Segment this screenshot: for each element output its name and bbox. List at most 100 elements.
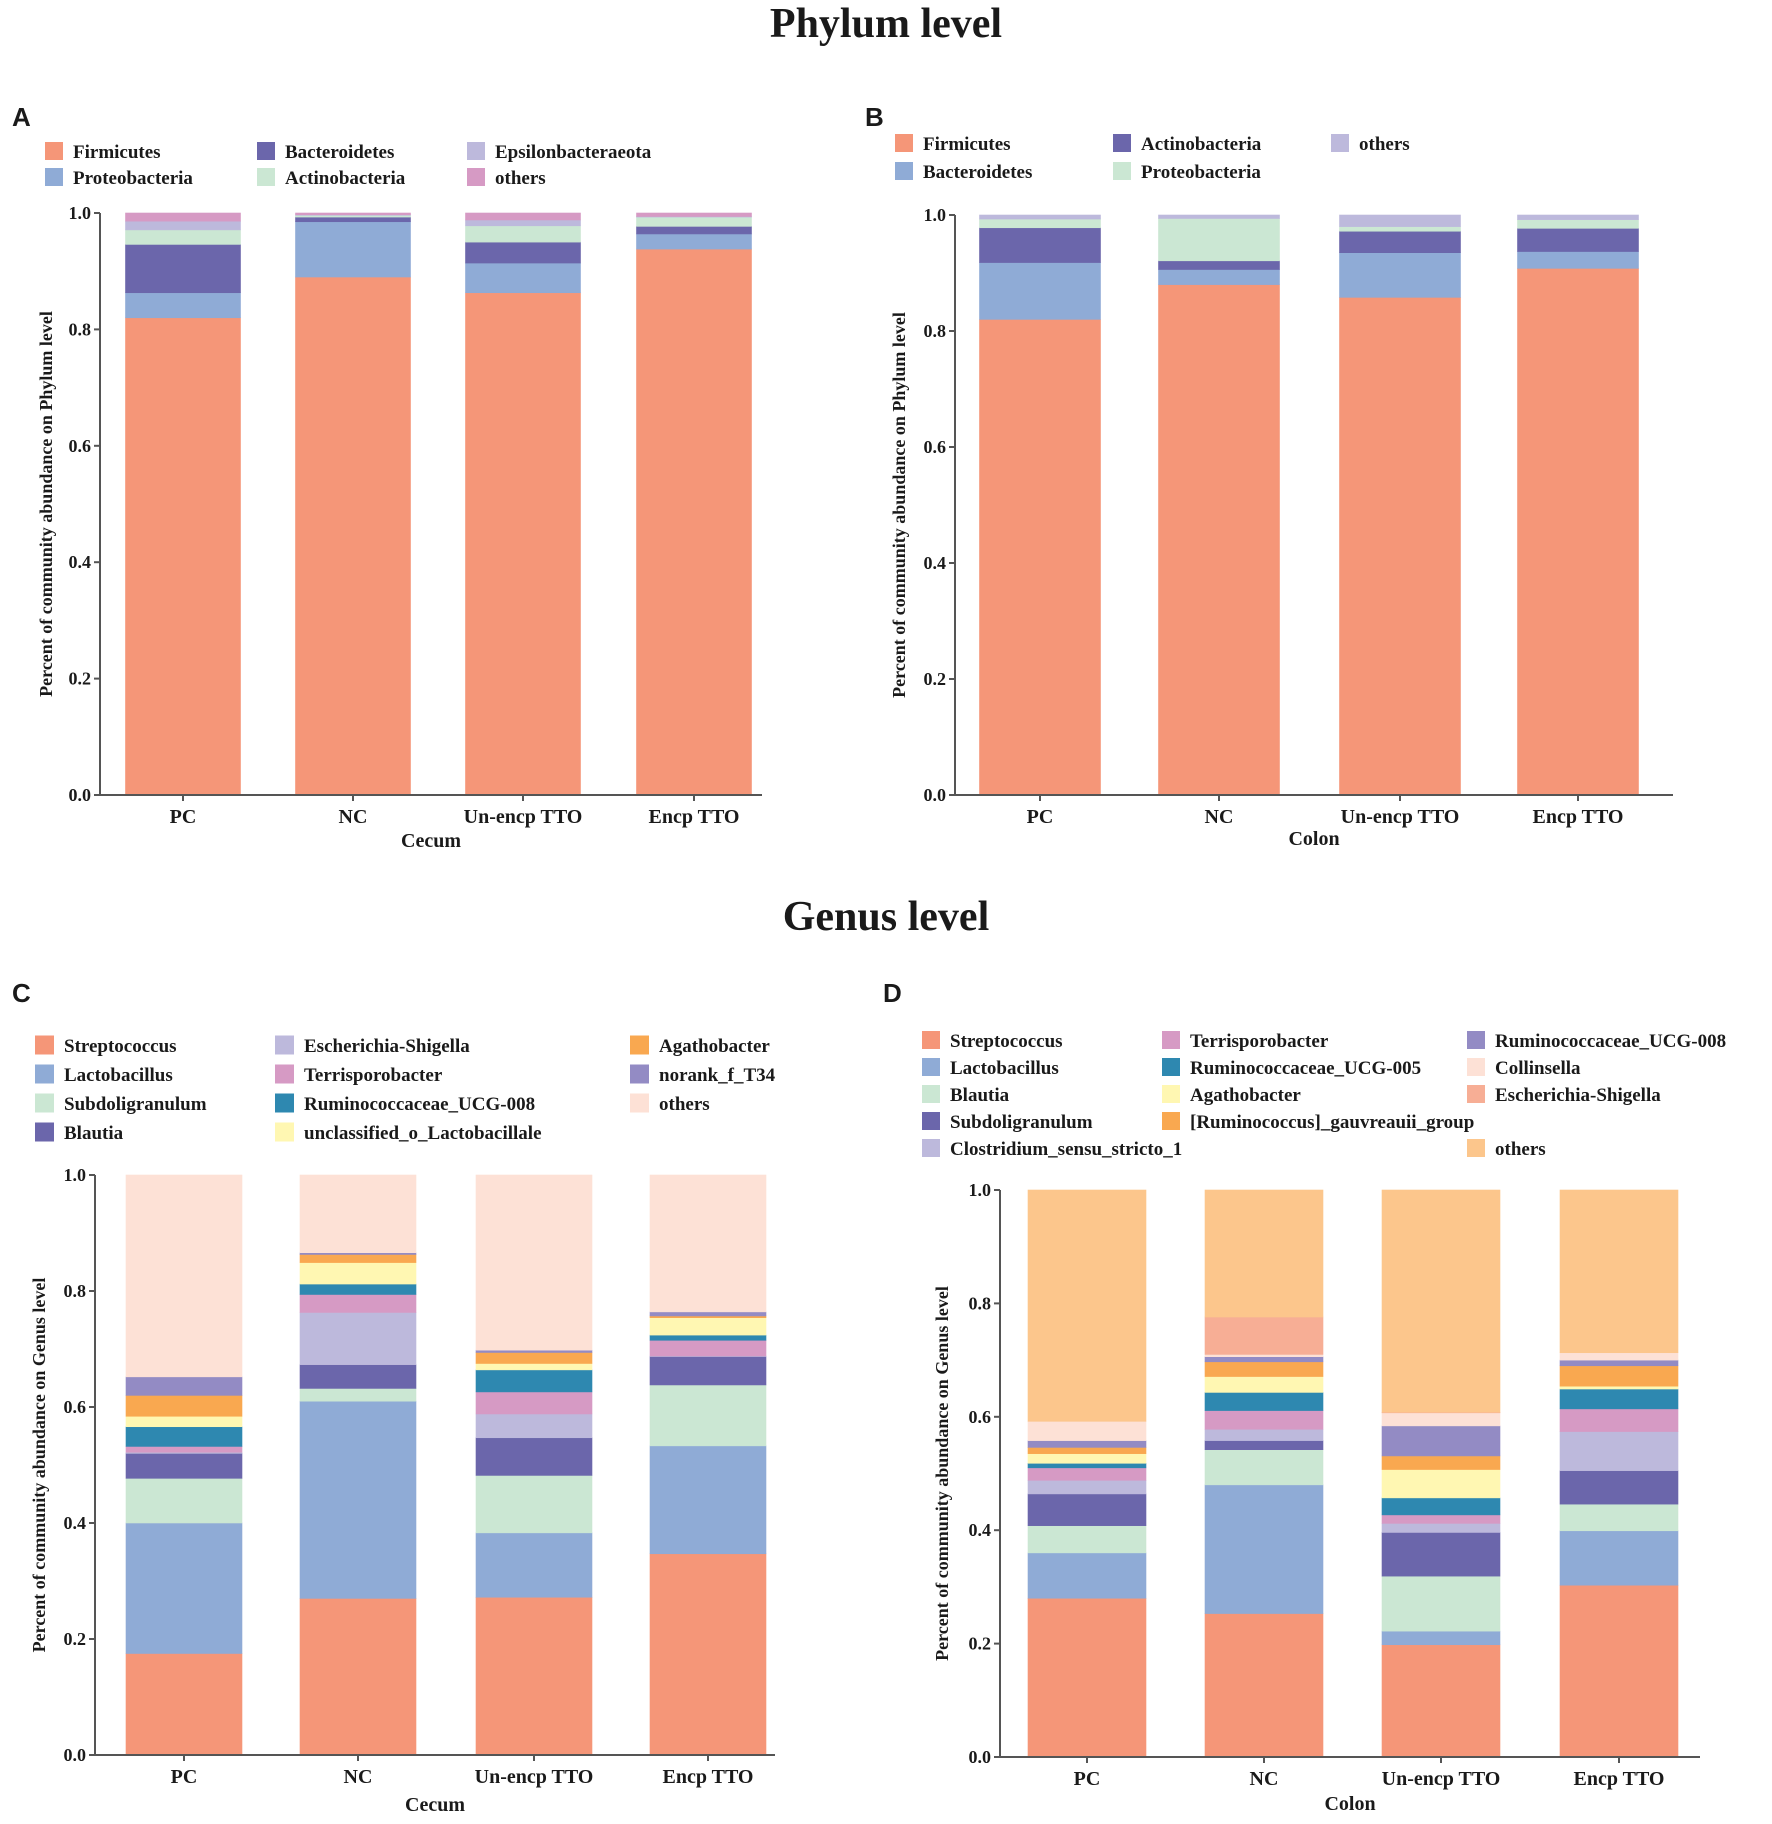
legend-swatch-streptococcus [922, 1031, 940, 1049]
legend-label-epsilonbacteraeota: Epsilonbacteraeota [495, 142, 652, 163]
bar-segment-pc-collinsella [1027, 1421, 1147, 1441]
legend-label-bacteroidetes: Bacteroidetes [285, 142, 394, 163]
legend-label-escherichia-shigella: Escherichia-Shigella [304, 1036, 470, 1057]
legend-swatch-others [630, 1093, 649, 1113]
legend-label-streptococcus: Streptococcus [950, 1031, 1063, 1052]
y-tick-label: 0.8 [969, 1293, 992, 1313]
legend-swatch-others [1467, 1139, 1485, 1157]
bar-segment-nc-terrisporobacter [1204, 1410, 1324, 1430]
y-tick-label: 0.2 [969, 1634, 992, 1654]
legend-swatch-terrisporobacter [275, 1064, 294, 1084]
bar-segment-nc-proteobacteria [1158, 218, 1280, 262]
bar-segment-pc-blautia [1027, 1525, 1147, 1554]
bar-segment-encp-tto-others [649, 1174, 767, 1313]
legend-swatch-terrisporobacter [1162, 1031, 1180, 1049]
y-tick-label: 0.6 [69, 436, 92, 456]
legend: Streptococcus Lactobacillus Subdoligranulu… [35, 1035, 776, 1144]
bar-segment-pc-streptococcus [1027, 1597, 1147, 1758]
legend-swatch-others [467, 168, 485, 186]
y-tick-label: 0.4 [64, 1513, 87, 1533]
legend-swatch-actinobacteria [257, 168, 275, 186]
legend-swatch-escherichia-shigella [1467, 1085, 1485, 1103]
bar-segment-encp-tto-blautia [1559, 1503, 1679, 1532]
bar-segment-un-encp-tto-others [1381, 1189, 1501, 1413]
legend-swatch-proteobacteria [1113, 162, 1131, 180]
y-tick-label: 0.4 [69, 552, 92, 572]
legend-label-subdoligranulum: Subdoligranulum [950, 1112, 1093, 1133]
legend: Firmicutes Proteobacteria Bacteroidetes Act… [45, 142, 652, 189]
bar-segment-pc-firmicutes [979, 319, 1101, 796]
bar-segment-pc-proteobacteria [125, 292, 241, 319]
legend-label-actinobacteria: Actinobacteria [285, 168, 406, 189]
y-tick-label: 0.0 [64, 1745, 87, 1765]
y-tick-label: 0.0 [924, 785, 947, 805]
x-axis-title: Cecum [405, 1794, 465, 1816]
y-tick-label: 0.2 [924, 669, 947, 689]
y-tick-label: 0.2 [69, 669, 92, 689]
panel-letter-c: C [12, 978, 31, 1008]
legend-swatch-others [1331, 134, 1349, 152]
legend-label-proteobacteria: Proteobacteria [73, 168, 193, 189]
legend-label-escherichia-shigella: Escherichia-Shigella [1495, 1085, 1661, 1106]
y-tick-label: 0.0 [969, 1747, 992, 1767]
bar-segment-encp-tto-clostridium-sensu-stricto-1 [1559, 1431, 1679, 1471]
legend-swatch-blautia [922, 1085, 940, 1103]
legend-swatch-streptococcus [35, 1035, 54, 1055]
legend-label-proteobacteria: Proteobacteria [1141, 162, 1261, 183]
bar-segment-encp-tto-terrisporobacter [1559, 1408, 1679, 1432]
bar-segment-un-encp-tto-terrisporobacter [1381, 1514, 1501, 1524]
legend-swatch-actinobacteria [1113, 134, 1131, 152]
y-axis-title: Percent of community abundance on Genus … [29, 1278, 49, 1653]
legend-swatch-agathobacter [1162, 1085, 1180, 1103]
bar-segment-nc-streptococcus [1204, 1613, 1324, 1758]
legend-swatch-ruminococcaceae-ucg-005 [1162, 1058, 1180, 1076]
legend-swatch-clostridium-sensu-stricto-1 [922, 1139, 940, 1157]
bar-segment-pc-lactobacillus [125, 1522, 243, 1654]
x-tick-label-pc: PC [170, 806, 197, 828]
legend-swatch-ruminococcaceae-ucg-008 [1467, 1031, 1485, 1049]
x-tick-label-nc: NC [1250, 1768, 1279, 1790]
legend-label-others: others [659, 1094, 710, 1115]
y-tick-label: 1.0 [69, 203, 92, 223]
bar-segment-encp-tto-ruminococcaceae-ucg-005 [1559, 1388, 1679, 1410]
bar-segment-pc-actinobacteria [979, 227, 1101, 263]
x-tick-label-un-encp-tto: Un-encp TTO [1382, 1768, 1501, 1790]
bar-segment-pc-ruminococcaceae-ucg-005 [1027, 1462, 1147, 1469]
legend-swatch-subdoligranulum [35, 1093, 54, 1113]
bar-segment-nc-escherichia-shigella [299, 1312, 417, 1365]
bar-segment-pc-subdoligranulum [125, 1478, 243, 1524]
bar-segment-nc-clostridium-sensu-stricto-1 [1204, 1428, 1324, 1441]
x-tick-label-nc: NC [1205, 806, 1234, 828]
legend-label-lactobacillus: Lactobacillus [950, 1058, 1059, 1079]
legend-label-subdoligranulum: Subdoligranulum [64, 1094, 207, 1115]
bar-segment-pc-lactobacillus [1027, 1552, 1147, 1599]
bar-segment-un-encp-tto-firmicutes [1339, 297, 1461, 796]
x-tick-label-encp-tto: Encp TTO [649, 806, 740, 828]
bar-segment-un-encp-tto-firmicutes [465, 292, 581, 796]
bar-segment-pc-others [1027, 1189, 1147, 1422]
bar-segment-un-encp-tto-clostridium-sensu-stricto-1 [1381, 1523, 1501, 1533]
legend-swatch-proteobacteria [45, 168, 63, 186]
bar-segment-nc-collinsella [1204, 1354, 1324, 1357]
bar-segment-nc-lactobacillus [1204, 1484, 1324, 1614]
legend-swatch-ruminococcaceae-ucg-008 [275, 1093, 294, 1113]
legend-swatch-lactobacillus [922, 1058, 940, 1076]
y-tick-label: 0.8 [64, 1281, 87, 1301]
y-tick-label: 0.6 [924, 437, 947, 457]
bar-segment-pc-bacteroidetes [979, 262, 1101, 320]
genus-section-title: Genus level [782, 894, 990, 940]
legend-swatch-epsilonbacteraeota [467, 142, 485, 160]
bar-segment-pc-streptococcus [125, 1653, 243, 1756]
bar-segment-un-encp-tto-proteobacteria [465, 262, 581, 294]
legend-swatch-blautia [35, 1122, 54, 1142]
y-axis-title: Percent of community abundance on Phylum… [889, 312, 909, 698]
bar-segment-un-encp-tto-ruminococcaceae-ucg-008 [1381, 1425, 1501, 1457]
x-tick-label-encp-tto: Encp TTO [1533, 806, 1624, 828]
bar-segment-nc-ruminococcaceae-ucg-005 [1204, 1392, 1324, 1411]
y-tick-label: 0.6 [969, 1407, 992, 1427]
legend-label-agathobacter: Agathobacter [659, 1036, 770, 1057]
legend-label-unclassified-o-lactobacillale: unclassified_o_Lactobacillale [304, 1123, 542, 1144]
y-tick-label: 0.2 [64, 1629, 87, 1649]
